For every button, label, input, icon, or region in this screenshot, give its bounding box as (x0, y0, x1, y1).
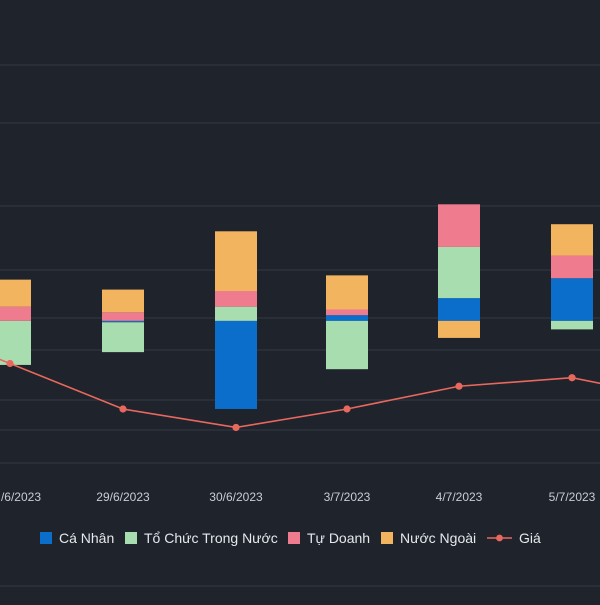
bar-segment-nuoc_ngoai[interactable] (326, 275, 368, 310)
bar-segment-nuoc_ngoai[interactable] (102, 289, 144, 313)
bar-segment-ca_nhan[interactable] (102, 320, 144, 323)
legend: Cá Nhân Tổ Chức Trong Nước Tự Doanh Nước Ng… (40, 530, 541, 546)
bar-segment-tu_doanh[interactable] (0, 306, 31, 321)
grid-lines (0, 64, 600, 587)
bar-segment-tu_doanh[interactable] (438, 204, 480, 247)
x-tick-label: 29/6/2023 (96, 490, 150, 504)
price-line (0, 358, 600, 432)
price-line-path (0, 358, 600, 429)
price-point[interactable] (455, 382, 463, 390)
bar-segment-nuoc_ngoai[interactable] (438, 320, 480, 338)
legend-label[interactable]: Tự Doanh (307, 530, 370, 546)
price-point[interactable] (119, 405, 127, 413)
bar-segment-ca_nhan[interactable] (215, 320, 257, 409)
bar-segment-to_chuc_trong_nuoc[interactable] (551, 320, 593, 330)
x-tick-label: 5/7/2023 (549, 490, 596, 504)
bar-segment-nuoc_ngoai[interactable] (215, 231, 257, 292)
price-point[interactable] (568, 374, 576, 382)
bar-segment-to_chuc_trong_nuoc[interactable] (215, 306, 257, 321)
bar-segment-ca_nhan[interactable] (326, 315, 368, 321)
price-point[interactable] (6, 359, 14, 368)
x-tick-label: /6/2023 (1, 490, 41, 504)
x-axis-labels: /6/2023 29/6/2023 30/6/2023 3/7/2023 4/7/202… (1, 490, 596, 504)
bar-segment-nuoc_ngoai[interactable] (0, 279, 31, 307)
legend-label[interactable]: Cá Nhân (59, 530, 114, 546)
bar-segment-nuoc_ngoai[interactable] (551, 224, 593, 256)
legend-label[interactable]: Nước Ngoài (400, 530, 476, 546)
bar-segment-to_chuc_trong_nuoc[interactable] (326, 320, 368, 370)
bar-segment-ca_nhan[interactable] (551, 278, 593, 321)
bar-segment-tu_doanh[interactable] (215, 291, 257, 307)
bar-segment-tu_doanh[interactable] (551, 255, 593, 279)
legend-marker-gia (496, 534, 503, 542)
bar-segment-tu_doanh[interactable] (326, 309, 368, 316)
legend-label[interactable]: Giá (519, 530, 541, 546)
bars (0, 204, 593, 409)
legend-swatch-to_chuc_trong_nuoc (125, 532, 137, 544)
bar-segment-to_chuc_trong_nuoc[interactable] (0, 320, 31, 365)
bar-segment-to_chuc_trong_nuoc[interactable] (438, 246, 480, 299)
x-tick-label: 30/6/2023 (209, 490, 263, 504)
legend-swatch-tu_doanh (288, 532, 300, 544)
legend-swatch-nuoc_ngoai (381, 532, 393, 544)
x-tick-label: 4/7/2023 (436, 490, 483, 504)
x-tick-label: 3/7/2023 (324, 490, 371, 504)
bar-segment-ca_nhan[interactable] (438, 298, 480, 321)
price-point[interactable] (232, 423, 240, 432)
price-point[interactable] (343, 405, 351, 413)
bar-segment-to_chuc_trong_nuoc[interactable] (102, 322, 144, 353)
bar-segment-tu_doanh[interactable] (102, 312, 144, 321)
legend-swatch-ca_nhan (40, 532, 52, 544)
legend-label[interactable]: Tổ Chức Trong Nước (144, 530, 278, 546)
